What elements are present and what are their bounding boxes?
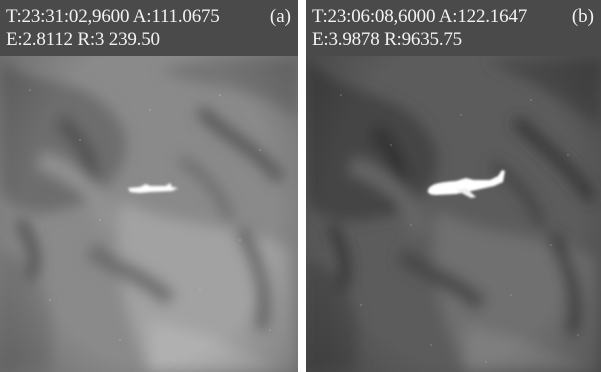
infrared-image-b: [306, 0, 601, 372]
telemetry-line-2: E:2.8112 R:3 239.50: [6, 29, 160, 50]
panel-tag: (a): [269, 6, 291, 27]
panel-tag: (b): [571, 6, 594, 27]
infrared-image-a: [0, 0, 298, 372]
panel-b: T:23:06:08,6000 A:122.1647 E:3.9878 R:96…: [306, 0, 601, 372]
telemetry-line-2: E:3.9878 R:9635.75: [312, 29, 462, 50]
telemetry-header-b: T:23:06:08,6000 A:122.1647 E:3.9878 R:96…: [306, 0, 601, 56]
telemetry-line-1: T:23:31:02,9600 A:111.0675: [6, 6, 220, 27]
panel-a: T:23:31:02,9600 A:111.0675 E:2.8112 R:3 …: [0, 0, 298, 372]
telemetry-line-1: T:23:06:08,6000 A:122.1647: [312, 6, 527, 27]
telemetry-header-a: T:23:31:02,9600 A:111.0675 E:2.8112 R:3 …: [0, 0, 298, 56]
